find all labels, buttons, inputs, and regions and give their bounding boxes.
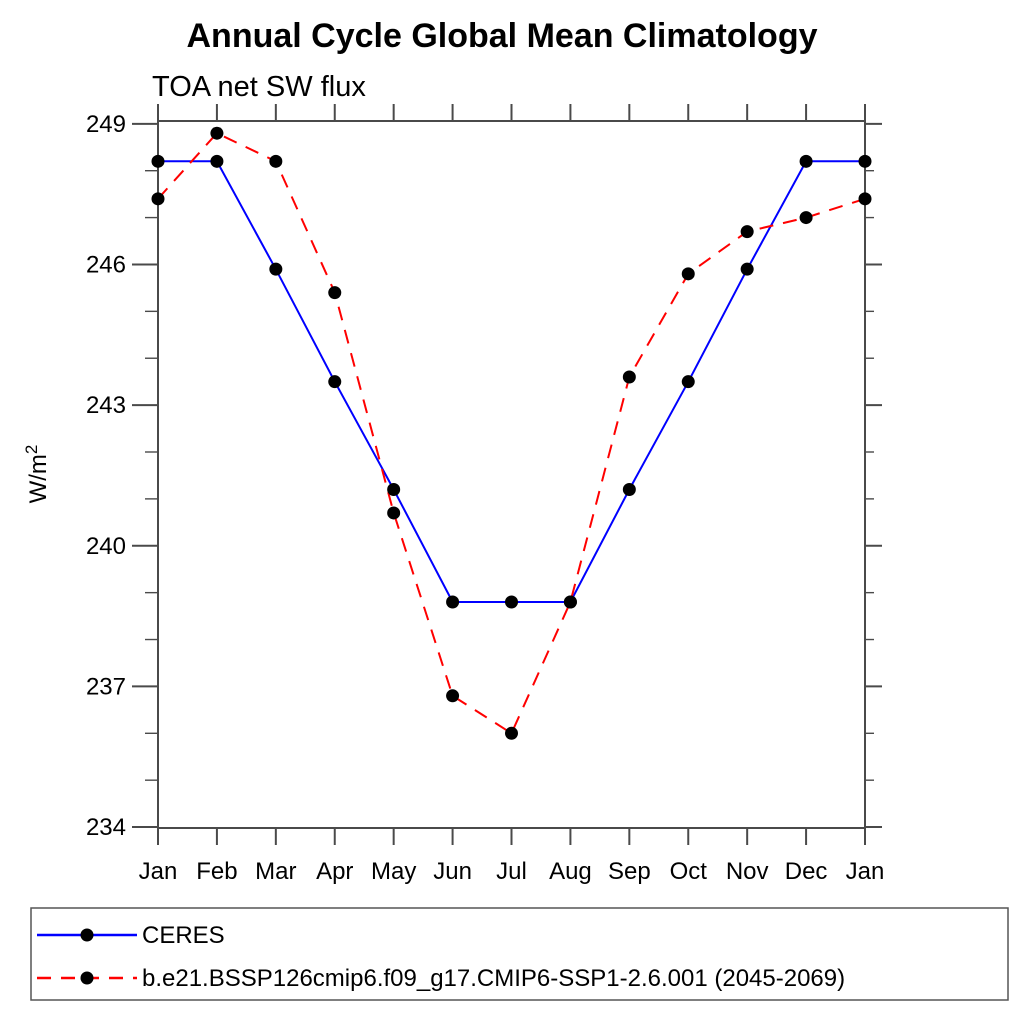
y-tick-label: 240 — [86, 533, 126, 560]
model-point-sep — [622, 370, 636, 384]
legend: CERES b.e21.BSSP126cmip6.f09_g17.CMIP6-S… — [30, 907, 1009, 1001]
ceres-point-jun — [446, 595, 460, 609]
x-tick-label: Jan — [846, 858, 885, 885]
y-axis-label-exponent: 2 — [22, 445, 41, 454]
chart-title: Annual Cycle Global Mean Climatology — [187, 17, 818, 55]
ceres-legend-label: CERES — [142, 922, 225, 949]
ceres-point-nov — [740, 262, 754, 276]
ceres-legend-marker — [80, 928, 94, 942]
model-line — [157, 131, 866, 735]
y-tick-label: 246 — [86, 251, 126, 278]
ceres-point-may — [387, 483, 401, 497]
ceres-point-jul — [505, 595, 518, 609]
chart-subtitle: TOA net SW flux — [152, 71, 366, 103]
model-point-feb — [210, 126, 224, 140]
legend-entry-ceres: CERES — [37, 922, 225, 949]
ceres-point-dec — [799, 154, 813, 168]
axis-tick-labels: Jan Feb Mar Apr May Jun Jul Aug Sep Oct Nov Dec Jan 2… — [86, 111, 884, 885]
x-tick-label: Mar — [255, 858, 296, 885]
model-point-mar — [269, 154, 283, 168]
x-tick-label: Oct — [670, 858, 708, 885]
ceres-point-jan — [151, 154, 165, 168]
x-tick-label: Nov — [726, 858, 769, 885]
model-point-jun — [446, 689, 460, 703]
model-point-dec — [799, 211, 813, 225]
ceres-point-apr — [328, 375, 342, 389]
x-tick-label: Jun — [433, 858, 472, 885]
y-tick-label: 237 — [86, 673, 126, 700]
legend-entry-model: b.e21.BSSP126cmip6.f09_g17.CMIP6-SSP1-2.… — [37, 965, 845, 992]
x-tick-label: Feb — [196, 858, 237, 885]
ceres-point-sep — [622, 483, 636, 497]
model-point-may — [387, 506, 401, 520]
legend-box — [30, 907, 1009, 1001]
ceres-line — [158, 160, 865, 603]
model-point-aug — [563, 595, 577, 609]
x-tick-label: May — [371, 858, 416, 885]
model-point-nov — [740, 225, 754, 239]
model-point-oct — [681, 267, 695, 281]
x-tick-label: Jan — [139, 858, 178, 885]
ceres-point-oct — [681, 375, 695, 389]
model-point-apr — [328, 286, 342, 300]
ceres-point-feb — [210, 154, 224, 168]
ceres-point-mar — [269, 262, 283, 276]
model-legend-marker — [80, 971, 94, 985]
x-tick-label: Sep — [608, 858, 651, 885]
x-tick-label: Dec — [785, 858, 828, 885]
data-series — [157, 131, 866, 735]
model-point-jul — [505, 726, 518, 740]
model-point-jan — [858, 192, 872, 206]
data-point-markers — [151, 126, 872, 740]
y-tick-label: 234 — [86, 814, 126, 841]
ceres-point-jan — [858, 154, 872, 168]
y-tick-label: 243 — [86, 392, 126, 419]
y-tick-label: 249 — [86, 111, 126, 138]
x-tick-label: Jul — [496, 858, 527, 885]
plot-frame — [157, 120, 866, 829]
model-legend-label: b.e21.BSSP126cmip6.f09_g17.CMIP6-SSP1-2.… — [142, 965, 845, 992]
x-tick-label: Apr — [316, 858, 353, 885]
x-tick-label: Aug — [549, 858, 592, 885]
y-axis-label: W/m2 — [22, 445, 52, 504]
model-point-jan — [151, 192, 165, 206]
axis-ticks — [132, 104, 882, 845]
